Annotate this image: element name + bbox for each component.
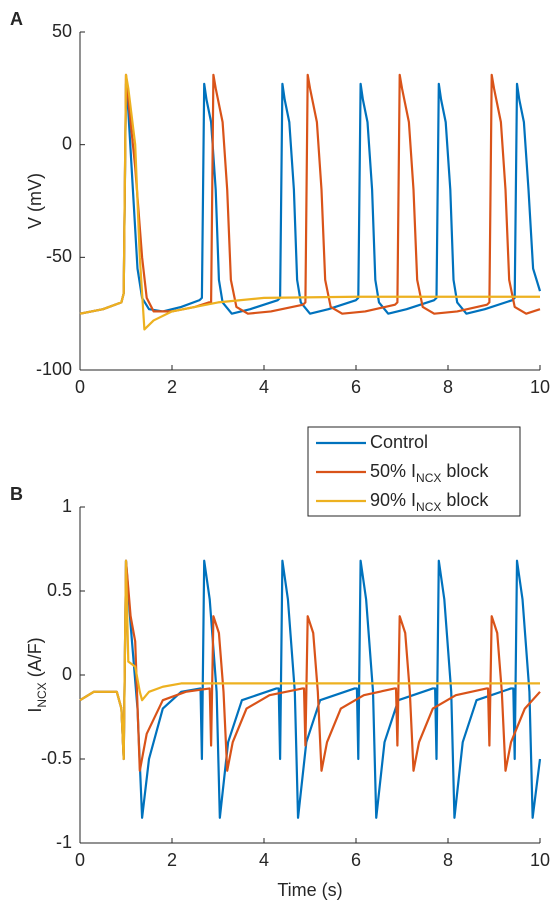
text-part: 50% I <box>370 461 416 481</box>
panel-letter: B <box>10 484 23 504</box>
x-tick-label: 6 <box>351 377 361 397</box>
x-tick-label: 6 <box>351 850 361 870</box>
series-line <box>79 559 541 772</box>
x-tick-label: 8 <box>443 377 453 397</box>
y-tick-label: 1 <box>62 496 72 516</box>
x-axis-label: Time (s) <box>277 880 342 900</box>
text-part: block <box>441 490 489 510</box>
x-tick-label: 4 <box>259 377 269 397</box>
text-part: NCX <box>35 682 49 707</box>
legend-label: 90% INCX block <box>370 490 489 514</box>
y-tick-label: -100 <box>36 359 72 379</box>
series-line <box>79 82 542 315</box>
x-tick-label: 10 <box>530 850 550 870</box>
series-line <box>79 559 540 761</box>
x-tick-label: 4 <box>259 850 269 870</box>
legend-label: 50% INCX block <box>370 461 489 485</box>
y-axis-label: INCX (A/F) <box>25 637 49 712</box>
y-tick-label: 50 <box>52 21 72 41</box>
legend-label: Control <box>370 432 428 452</box>
x-tick-label: 0 <box>75 377 85 397</box>
x-tick-label: 0 <box>75 850 85 870</box>
text-part: 90% I <box>370 490 416 510</box>
text-part: NCX <box>416 500 441 514</box>
y-tick-label: -1 <box>56 832 72 852</box>
y-tick-label: -50 <box>46 246 72 266</box>
x-tick-label: 8 <box>443 850 453 870</box>
text-part: I <box>25 708 45 713</box>
panel-letter: A <box>10 9 23 29</box>
x-tick-label: 2 <box>167 377 177 397</box>
y-tick-label: 0 <box>62 133 72 153</box>
series-line <box>79 73 540 331</box>
text-part: V (mV) <box>25 173 45 229</box>
text-part: (A/F) <box>25 637 45 682</box>
y-tick-label: 0.5 <box>47 580 72 600</box>
y-tick-label: 0 <box>62 664 72 684</box>
x-tick-label: 2 <box>167 850 177 870</box>
text-part: NCX <box>416 471 441 485</box>
x-tick-label: 10 <box>530 377 550 397</box>
series-line <box>79 559 542 819</box>
text-part: block <box>441 461 489 481</box>
text-part: Control <box>370 432 428 452</box>
y-axis-label: V (mV) <box>25 173 45 229</box>
y-tick-label: -0.5 <box>41 748 72 768</box>
series-line <box>79 73 541 315</box>
